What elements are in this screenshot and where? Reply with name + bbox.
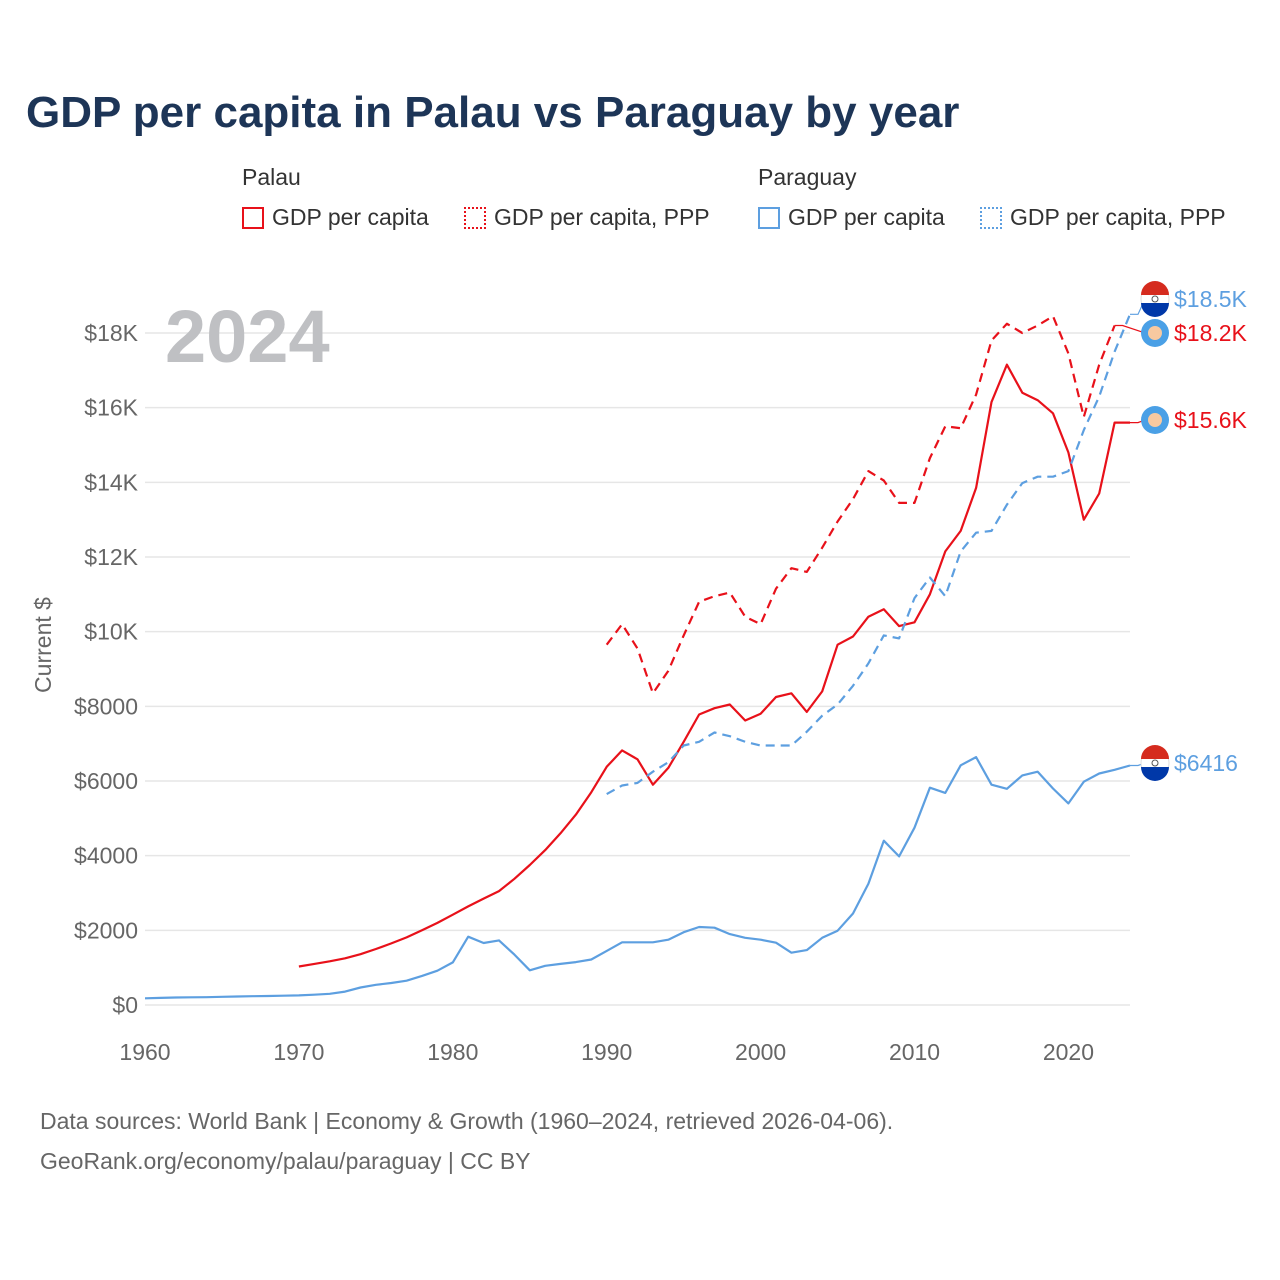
legend-item-palau-ppp[interactable]: GDP per capita, PPP <box>464 204 710 231</box>
legend-group-paraguay: Paraguay <box>758 164 857 190</box>
x-tick-label: 2010 <box>889 1039 940 1065</box>
flag-stripe-red <box>1141 745 1169 759</box>
flag-emblem <box>1151 295 1159 303</box>
y-tick-label: $8000 <box>74 693 138 719</box>
end-value-label: $6416 <box>1174 750 1238 776</box>
series-line-palau-gdp-per-capita-ppp <box>605 315 1116 695</box>
footer-credit[interactable]: GeoRank.org/economy/palau/paraguay | CC … <box>40 1148 531 1174</box>
chart-title: GDP per capita in Palau vs Paraguay by y… <box>26 88 960 137</box>
flag-stripe-blue <box>1141 767 1169 781</box>
legend-item-palau-gdp[interactable]: GDP per capita <box>242 204 429 231</box>
y-tick-label: $6000 <box>74 768 138 794</box>
end-label-leader <box>1114 324 1146 334</box>
y-tick-label: $16K <box>84 395 138 421</box>
x-tick-label: 2020 <box>1043 1039 1094 1065</box>
legend-label: GDP per capita, PPP <box>494 204 710 230</box>
legend-label: GDP per capita, PPP <box>1010 204 1226 230</box>
x-tick-label: 2000 <box>735 1039 786 1065</box>
end-labels: $15.6K $18.2K $6416 $18.5K <box>1114 281 1248 781</box>
end-value-label: $18.5K <box>1174 286 1248 312</box>
series-line-paraguay-gdp-per-capita-ppp <box>606 313 1132 796</box>
legend-swatch-solid <box>758 206 780 229</box>
x-tick-label: 1990 <box>581 1039 632 1065</box>
y-tick-label: $12K <box>84 544 138 570</box>
end-value-label: $18.2K <box>1174 320 1248 346</box>
series-line-paraguay-gdp-per-capita <box>144 755 1131 1000</box>
footer-sources: Data sources: World Bank | Economy & Gro… <box>40 1108 894 1134</box>
grid-lines <box>145 332 1130 1006</box>
legend-item-paraguay-ppp[interactable]: GDP per capita, PPP <box>980 204 1226 231</box>
legend-group-palau: Palau <box>242 164 301 190</box>
legend-item-paraguay-gdp[interactable]: GDP per capita <box>758 204 945 231</box>
series-line-palau-gdp-per-capita <box>298 363 1130 968</box>
y-tick-label: $4000 <box>74 843 138 869</box>
x-axis: 1960 1970 1980 1990 2000 2010 2020 <box>119 1039 1094 1065</box>
legend-swatch-dotted <box>980 206 1002 229</box>
end-value-label: $15.6K <box>1174 407 1248 433</box>
year-watermark: 2024 <box>165 295 330 378</box>
y-tick-label: $18K <box>84 320 138 346</box>
flag-emblem <box>1151 759 1159 767</box>
y-axis-title: Current $ <box>30 597 56 693</box>
series-lines <box>144 313 1132 1000</box>
flag-stripe-red <box>1141 281 1169 295</box>
legend-swatch-solid <box>242 206 264 229</box>
y-tick-label: $10K <box>84 619 138 645</box>
y-tick-label: $2000 <box>74 917 138 943</box>
flag-disc <box>1148 413 1162 427</box>
flag-stripe-blue <box>1141 303 1169 317</box>
legend-label: GDP per capita <box>272 204 429 230</box>
flag-disc <box>1148 326 1162 340</box>
y-tick-label: $14K <box>84 469 138 495</box>
x-tick-label: 1980 <box>427 1039 478 1065</box>
y-axis: $0 $2000 $4000 $6000 $8000 $10K $12K $14K $16K $1… <box>74 320 139 1018</box>
x-tick-label: 1960 <box>119 1039 170 1065</box>
legend-label: GDP per capita <box>788 204 945 230</box>
legend-swatch-dotted <box>464 206 486 229</box>
y-tick-label: $0 <box>112 992 138 1018</box>
x-tick-label: 1970 <box>273 1039 324 1065</box>
